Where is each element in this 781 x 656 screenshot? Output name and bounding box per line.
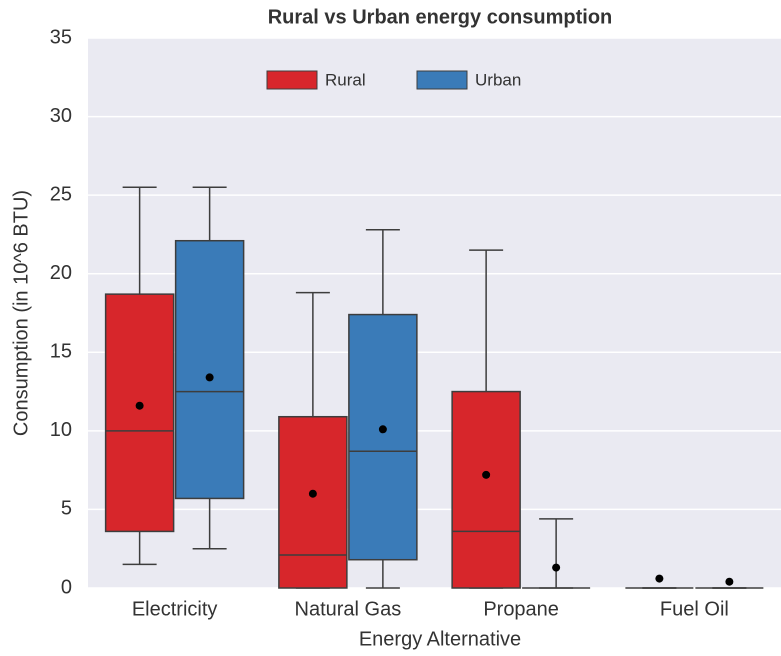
mean-marker — [205, 373, 214, 382]
y-tick-label: 20 — [50, 262, 72, 284]
mean-marker — [378, 425, 387, 434]
x-tick-label: Natural Gas — [295, 598, 402, 620]
y-axis-label: Consumption (in 10^6 BTU) — [10, 190, 32, 436]
x-tick-label: Propane — [483, 598, 559, 620]
x-axis-label: Energy Alternative — [359, 628, 521, 650]
mean-marker — [725, 577, 734, 586]
chart-title: Rural vs Urban energy consumption — [268, 6, 613, 28]
y-tick-label: 15 — [50, 341, 72, 363]
box — [348, 313, 418, 561]
y-tick-label: 0 — [61, 576, 72, 598]
y-tick-label: 30 — [50, 105, 72, 127]
legend-swatch — [266, 70, 318, 90]
mean-marker — [308, 489, 317, 498]
box — [104, 293, 175, 533]
box — [451, 390, 521, 589]
y-tick-label: 5 — [61, 498, 72, 520]
x-tick-label: Fuel Oil — [660, 598, 729, 620]
legend-swatch — [416, 70, 468, 90]
y-tick-label: 35 — [50, 26, 72, 48]
y-tick-label: 25 — [50, 183, 72, 205]
legend-label: Rural — [325, 70, 366, 89]
mean-marker — [552, 563, 561, 572]
mean-marker — [135, 401, 144, 410]
y-tick-label: 10 — [50, 419, 72, 441]
box — [174, 239, 245, 500]
x-tick-label: Electricity — [132, 598, 218, 620]
mean-marker — [655, 574, 664, 583]
box — [278, 415, 348, 589]
legend-label: Urban — [475, 70, 521, 89]
mean-marker — [482, 470, 491, 479]
